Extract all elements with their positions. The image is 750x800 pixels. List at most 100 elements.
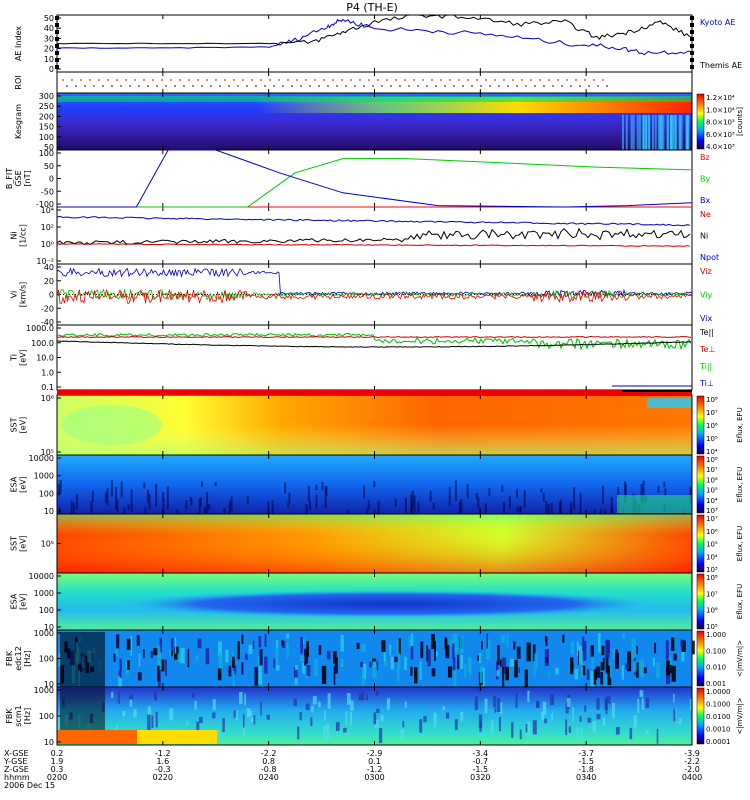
esa1-noise xyxy=(410,494,413,519)
sst1-lower-band xyxy=(57,425,692,455)
roi-dot xyxy=(224,79,226,81)
footer-value: -1.2 xyxy=(367,765,383,774)
ae-right-marker xyxy=(690,23,694,27)
kesgram-streak xyxy=(661,115,664,150)
y-tick-label: 40 xyxy=(44,263,54,272)
fbk1-cell xyxy=(383,660,388,667)
y-tick-label: -50 xyxy=(41,187,54,196)
ae-left-marker xyxy=(55,65,59,69)
roi-dot xyxy=(98,79,100,81)
roi-dot xyxy=(399,85,401,87)
legend-entry: Ni xyxy=(700,232,708,241)
fbk1-cell xyxy=(389,644,392,656)
fbk2-cell xyxy=(250,717,254,723)
y-axis-label: B_FIT xyxy=(5,168,14,189)
footer-value: -3.9 xyxy=(684,749,700,758)
esa1-noise xyxy=(601,485,604,505)
roi-dot xyxy=(359,79,361,81)
fbk1-cell xyxy=(232,670,235,687)
esa1-noise xyxy=(324,485,327,508)
fbk1-cell xyxy=(582,665,586,676)
footer-value: -3.4 xyxy=(473,749,489,758)
fbk2-cell xyxy=(327,693,331,709)
esa1-noise xyxy=(91,490,94,502)
fbk2-cell xyxy=(479,721,482,732)
esa1-noise xyxy=(230,496,233,511)
fbk1-cell xyxy=(254,666,259,686)
fbk1-cell xyxy=(681,640,686,653)
fbk1-cell xyxy=(590,670,595,689)
kyoto-ae-line xyxy=(56,18,693,56)
y-axis-label: [eV] xyxy=(19,417,28,434)
fbk2-cell xyxy=(57,714,61,730)
fbk1-cell xyxy=(576,641,579,656)
b-field-bx-line xyxy=(57,149,693,208)
fbk1-cell xyxy=(187,648,190,668)
esa1-noise xyxy=(315,484,318,491)
esa1-noise xyxy=(155,483,158,507)
fbk1-cell xyxy=(445,644,450,659)
fbk1-cell xyxy=(609,662,612,678)
separator-strip xyxy=(57,390,692,395)
y-axis-label: edc12 xyxy=(14,646,23,671)
vix-line xyxy=(56,267,692,298)
kesgram-streak xyxy=(630,115,633,150)
roi-dot xyxy=(219,85,221,87)
colorbar-tick-label: 0.0100 xyxy=(706,713,731,721)
fbk1-cell xyxy=(460,654,464,670)
chart-title: P4 (TH-E) xyxy=(346,1,398,14)
colorbar xyxy=(696,395,705,455)
roi-dot xyxy=(354,85,356,87)
fbk1-cell xyxy=(464,664,467,678)
fbk1-cell xyxy=(449,639,454,647)
fbk1-cell xyxy=(601,645,605,656)
colorbar-tick-label: 1.0000 xyxy=(706,688,731,696)
fbk1-cell xyxy=(666,668,671,676)
fbk2-cell xyxy=(542,701,547,715)
legend-entry: Vix xyxy=(700,314,713,323)
kesgram-streak xyxy=(642,115,645,150)
ae-right-marker xyxy=(690,51,694,55)
fbk1-cell xyxy=(233,665,237,675)
roi-dot xyxy=(413,79,415,81)
fbk2-cell xyxy=(402,720,405,728)
roi-dot xyxy=(404,79,406,81)
fbk1-cell xyxy=(356,642,360,649)
y-axis-label: scm1 xyxy=(14,705,23,726)
fbk2-cell xyxy=(244,693,246,706)
y-axis-label: SST xyxy=(10,536,19,551)
fbk1-cell xyxy=(445,637,447,656)
fbk2-cell xyxy=(499,702,503,714)
fbk2-cell xyxy=(645,729,649,735)
roi-dot xyxy=(480,85,482,87)
fbk1-cell xyxy=(165,659,168,676)
panel-frame xyxy=(56,206,693,265)
fbk1-cell xyxy=(654,642,657,654)
fbk1-cell xyxy=(621,665,624,680)
fbk2-cell xyxy=(551,713,553,721)
fbk1-cell xyxy=(593,669,597,685)
fbk1-cell xyxy=(299,655,305,662)
roi-dot xyxy=(557,79,559,81)
roi-dot xyxy=(102,85,104,87)
roi-dot xyxy=(381,85,383,87)
fbk1-cell xyxy=(652,657,655,667)
fbk1-cell xyxy=(639,661,644,678)
esa1-noise xyxy=(404,497,407,518)
fbk2-cell xyxy=(527,722,531,738)
y-tick-label: 250 xyxy=(39,102,54,111)
footer-value: -0.8 xyxy=(261,765,277,774)
y-tick-label: 100.0 xyxy=(31,339,54,348)
roi-dot xyxy=(476,79,478,81)
fbk1-cell xyxy=(116,634,120,649)
y-tick-label: -100 xyxy=(36,200,54,209)
roi-dot xyxy=(188,79,190,81)
fbk1-cell xyxy=(340,658,343,666)
fbk1-cell xyxy=(326,650,331,660)
fbk1-cell xyxy=(457,649,460,670)
colorbar-label: [counts] xyxy=(736,107,744,136)
fbk2-cell xyxy=(155,711,158,728)
esa1-noise xyxy=(208,503,211,511)
colorbar-tick-label: 8.0×10³ xyxy=(706,119,735,127)
fbk2-cell xyxy=(347,693,351,705)
